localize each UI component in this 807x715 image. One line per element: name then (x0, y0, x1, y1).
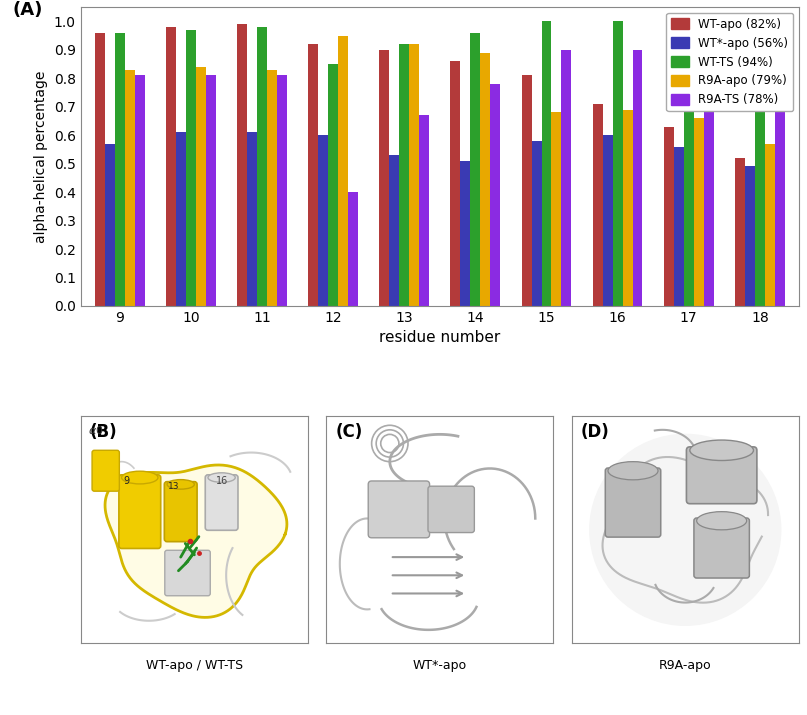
FancyBboxPatch shape (165, 551, 211, 596)
Legend: WT-apo (82%), WT*-apo (56%), WT-TS (94%), R9A-apo (79%), R9A-TS (78%): WT-apo (82%), WT*-apo (56%), WT-TS (94%)… (667, 13, 793, 111)
Bar (409, 44, 419, 306)
Bar (166, 27, 176, 306)
Text: (C): (C) (335, 423, 362, 441)
Text: (A): (A) (12, 1, 43, 19)
Bar (105, 144, 115, 306)
Bar (735, 158, 745, 306)
Bar (745, 167, 755, 306)
Ellipse shape (696, 512, 746, 530)
Bar (125, 70, 135, 306)
Bar (562, 50, 571, 306)
Bar (532, 141, 541, 306)
Bar (135, 76, 144, 306)
Bar (704, 50, 713, 306)
FancyBboxPatch shape (119, 475, 161, 548)
Text: WT*-apo: WT*-apo (412, 659, 467, 672)
Ellipse shape (608, 462, 658, 480)
Bar (491, 84, 500, 306)
FancyBboxPatch shape (605, 468, 661, 537)
Bar (115, 33, 125, 306)
Bar (755, 64, 765, 306)
FancyBboxPatch shape (428, 486, 475, 533)
Text: R9A-apo: R9A-apo (659, 659, 712, 672)
Text: 16: 16 (215, 476, 228, 486)
Bar (399, 44, 409, 306)
Text: (B): (B) (90, 423, 117, 441)
Bar (338, 36, 348, 306)
FancyBboxPatch shape (92, 450, 119, 491)
Bar (664, 127, 674, 306)
Bar (196, 67, 206, 306)
Bar (419, 115, 429, 306)
Bar (379, 50, 389, 306)
Bar (633, 50, 642, 306)
Ellipse shape (122, 471, 158, 484)
Bar (450, 61, 461, 306)
Text: 9: 9 (123, 476, 129, 486)
Bar (186, 30, 196, 306)
Bar (551, 112, 562, 306)
Bar (328, 64, 338, 306)
Bar (765, 144, 775, 306)
Bar (348, 192, 358, 306)
Bar (480, 53, 491, 306)
Bar (622, 109, 633, 306)
FancyBboxPatch shape (205, 475, 238, 531)
Bar (237, 24, 247, 306)
Bar (95, 33, 105, 306)
Text: WT-apo / WT-TS: WT-apo / WT-TS (146, 659, 243, 672)
Bar (470, 33, 480, 306)
Text: 13: 13 (168, 482, 180, 491)
FancyBboxPatch shape (165, 482, 197, 542)
Bar (613, 21, 622, 306)
Ellipse shape (208, 473, 236, 483)
Bar (541, 21, 551, 306)
Circle shape (590, 435, 780, 626)
Bar (247, 132, 257, 306)
Bar (389, 155, 399, 306)
FancyBboxPatch shape (687, 447, 757, 503)
Bar (277, 76, 287, 306)
Bar (674, 147, 684, 306)
Bar (684, 24, 694, 306)
Bar (318, 135, 328, 306)
Bar (603, 135, 613, 306)
Polygon shape (105, 465, 287, 617)
Text: $\alpha$0: $\alpha$0 (87, 425, 103, 436)
Bar (267, 70, 277, 306)
Y-axis label: alpha-helical percentage: alpha-helical percentage (34, 70, 48, 242)
Ellipse shape (167, 480, 194, 489)
Bar (257, 27, 267, 306)
Bar (308, 44, 318, 306)
Bar (521, 76, 532, 306)
Bar (775, 76, 784, 306)
FancyBboxPatch shape (368, 481, 429, 538)
Bar (461, 161, 470, 306)
Bar (176, 132, 186, 306)
Text: (D): (D) (581, 423, 609, 441)
Bar (694, 118, 704, 306)
Bar (592, 104, 603, 306)
Bar (206, 76, 215, 306)
FancyBboxPatch shape (694, 518, 750, 578)
X-axis label: residue number: residue number (379, 330, 500, 345)
Ellipse shape (690, 440, 754, 460)
